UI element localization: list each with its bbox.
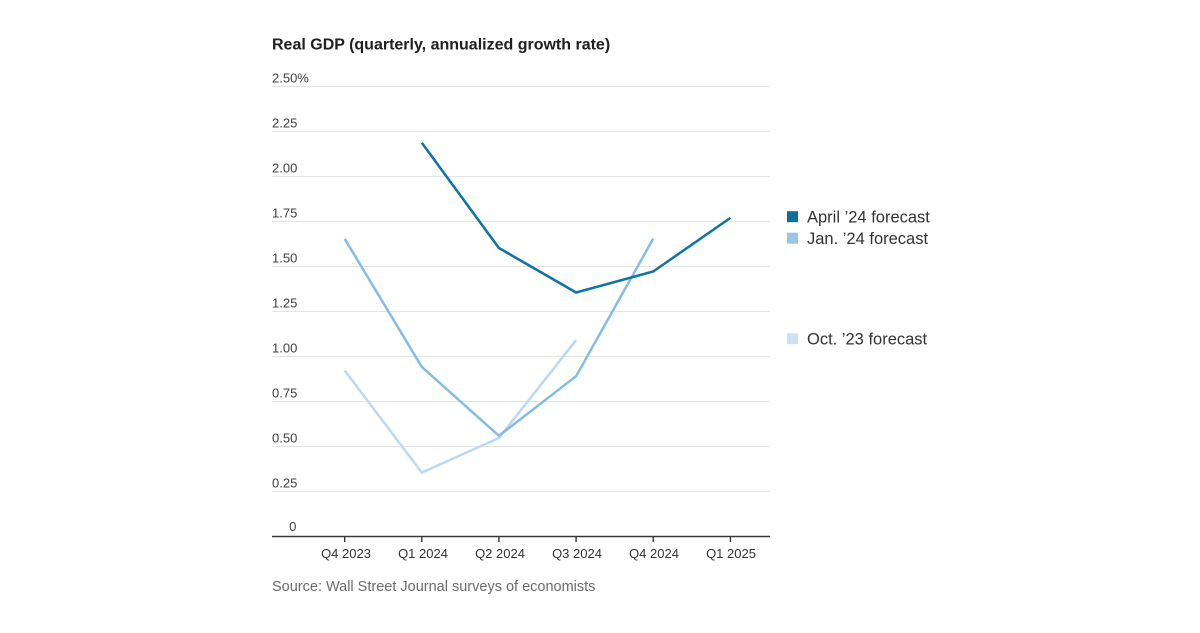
svg-text:Q2 2024: Q2 2024 bbox=[475, 546, 525, 561]
svg-text:1.25: 1.25 bbox=[272, 296, 297, 311]
svg-text:1.75: 1.75 bbox=[272, 206, 297, 221]
svg-text:Q3 2024: Q3 2024 bbox=[552, 546, 602, 561]
svg-text:1.50: 1.50 bbox=[272, 251, 297, 266]
svg-text:Q4 2024: Q4 2024 bbox=[629, 546, 679, 561]
svg-text:Real GDP (quarterly, annualize: Real GDP (quarterly, annualized growth r… bbox=[272, 37, 610, 54]
svg-text:0.50: 0.50 bbox=[272, 431, 297, 446]
svg-text:April ’24 forecast: April ’24 forecast bbox=[807, 209, 930, 227]
svg-text:Oct. ’23 forecast: Oct. ’23 forecast bbox=[807, 331, 928, 349]
svg-text:Jan. ’24 forecast: Jan. ’24 forecast bbox=[807, 230, 928, 248]
svg-text:1.00: 1.00 bbox=[272, 341, 297, 356]
svg-text:0.75: 0.75 bbox=[272, 386, 297, 401]
svg-text:Q1 2024: Q1 2024 bbox=[398, 546, 448, 561]
svg-text:2.25: 2.25 bbox=[272, 116, 297, 131]
svg-text:0: 0 bbox=[289, 519, 296, 534]
svg-text:2.50%: 2.50% bbox=[272, 71, 309, 86]
svg-text:0.25: 0.25 bbox=[272, 476, 297, 491]
svg-text:Q1 2025: Q1 2025 bbox=[706, 546, 756, 561]
svg-text:Q4 2023: Q4 2023 bbox=[321, 546, 371, 561]
svg-text:Source: Wall Street Journal su: Source: Wall Street Journal surveys of e… bbox=[272, 579, 595, 595]
svg-text:2.00: 2.00 bbox=[272, 161, 297, 176]
